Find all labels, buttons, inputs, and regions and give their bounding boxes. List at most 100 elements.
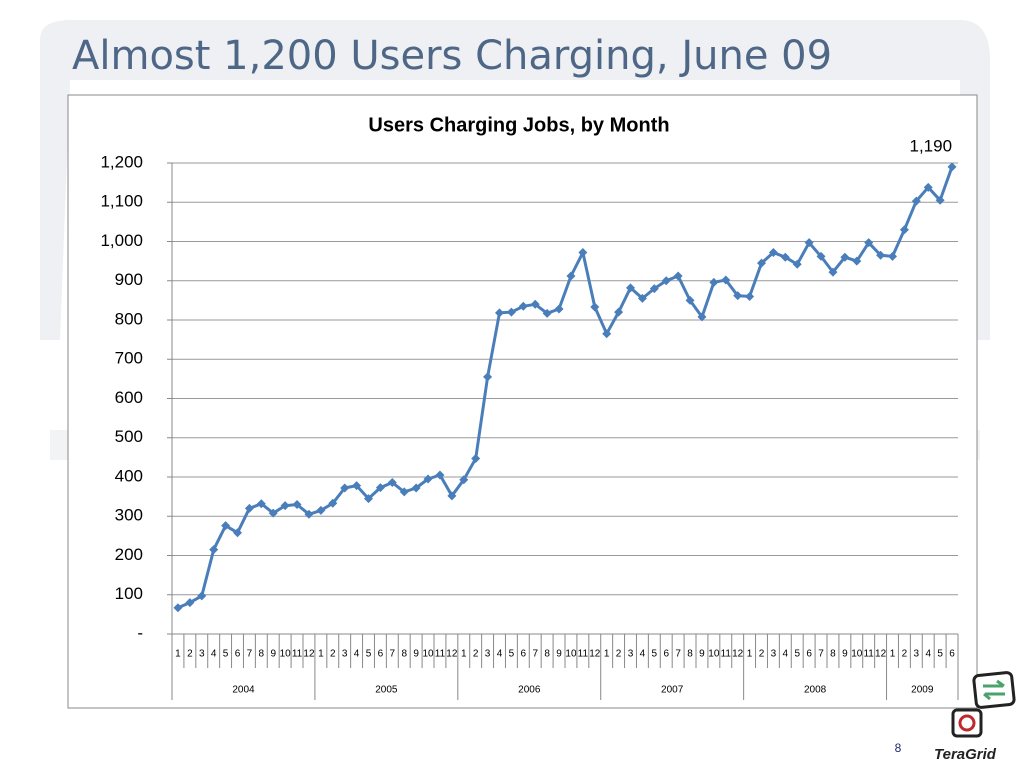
data-point	[637, 293, 647, 303]
data-point	[852, 256, 862, 266]
x-tick-label: 10	[565, 649, 577, 660]
x-tick-label: 7	[532, 649, 538, 660]
data-point	[304, 509, 314, 519]
data-point	[411, 483, 421, 493]
x-tick-label: 6	[806, 649, 812, 660]
data-point	[709, 277, 719, 287]
data-point	[733, 291, 743, 301]
watermark	[40, 20, 990, 340]
data-point	[328, 498, 338, 508]
x-tick-label: 2	[902, 649, 908, 660]
data-point	[268, 508, 278, 518]
x-group-label: 2005	[375, 685, 398, 696]
y-tick-label: 700	[115, 349, 143, 368]
data-point	[923, 182, 933, 192]
page-number: 8	[895, 741, 902, 755]
data-point	[280, 501, 290, 511]
data-point	[221, 521, 231, 531]
x-tick-label: 9	[413, 649, 419, 660]
x-tick-label: 7	[818, 649, 824, 660]
x-tick-label: 3	[199, 649, 205, 660]
x-tick-label: 4	[354, 649, 360, 660]
x-tick-label: 9	[556, 649, 562, 660]
plot-area: - 100 200 300 400 500 600 700 800 900 1,000 1,100 1,…	[100, 136, 959, 700]
x-tick-label: 1	[318, 649, 324, 660]
x-tick-label: 8	[259, 649, 265, 660]
data-point	[792, 259, 802, 269]
data-point	[459, 475, 469, 485]
x-tick-label: 6	[663, 649, 669, 660]
data-point	[816, 251, 826, 261]
x-tick-label: 1	[604, 649, 610, 660]
data-point	[804, 238, 814, 248]
x-tick-label: 5	[509, 649, 515, 660]
x-tick-label: 4	[497, 649, 503, 660]
data-point	[685, 295, 695, 305]
data-point	[399, 487, 409, 497]
x-tick-label: 7	[675, 649, 681, 660]
x-tick-label: 12	[875, 649, 887, 660]
data-point	[768, 247, 778, 257]
x-tick-label: 10	[422, 649, 434, 660]
data-point	[447, 491, 457, 501]
data-point	[876, 250, 886, 260]
data-point	[614, 307, 624, 317]
x-tick-label: 2	[616, 649, 622, 660]
y-tick-label: 1,000	[100, 231, 143, 250]
x-group-label: 2004	[232, 685, 255, 696]
data-point	[173, 603, 183, 613]
x-tick-label: 10	[851, 649, 863, 660]
x-tick-label: 4	[783, 649, 789, 660]
data-point	[530, 299, 540, 309]
x-tick-label: 11	[721, 649, 732, 660]
x-tick-label: 6	[378, 649, 384, 660]
x-tick-label: 8	[687, 649, 693, 660]
data-point	[661, 276, 671, 286]
x-tick-label: 1	[890, 649, 896, 660]
chart-title: Users Charging Jobs, by Month	[368, 114, 669, 136]
data-point	[935, 195, 945, 205]
data-point	[483, 372, 493, 382]
x-tick-label: 6	[949, 649, 955, 660]
data-point	[590, 302, 600, 312]
data-point	[423, 474, 433, 484]
x-tick-label: 5	[366, 649, 372, 660]
data-point	[364, 494, 373, 504]
x-tick-label: 3	[485, 649, 491, 660]
x-tick-label: 1	[175, 649, 181, 660]
x-tick-label: 5	[937, 649, 943, 660]
x-tick-label: 3	[342, 649, 348, 660]
data-point	[209, 545, 219, 555]
data-point	[566, 271, 576, 281]
data-point	[697, 312, 707, 322]
x-tick-label: 7	[390, 649, 396, 660]
y-tick-label: 200	[115, 545, 143, 564]
y-tick-label: 600	[115, 388, 143, 407]
x-tick-label: 12	[732, 649, 744, 660]
data-point	[435, 470, 445, 480]
x-tick-label: 12	[303, 649, 315, 660]
data-point	[911, 196, 921, 206]
x-group-label: 2008	[804, 685, 827, 696]
x-tick-label: 7	[247, 649, 253, 660]
data-point	[649, 284, 659, 294]
x-tick-label: 11	[292, 649, 303, 660]
data-point	[745, 291, 755, 301]
data-point	[780, 252, 790, 262]
x-tick-label: 11	[863, 649, 874, 660]
x-tick-label: 5	[223, 649, 229, 660]
data-point	[495, 308, 504, 318]
y-tick-label: 900	[115, 270, 143, 289]
y-tick-label: 800	[115, 309, 143, 328]
data-point	[471, 454, 481, 464]
y-tick-label: 400	[115, 466, 143, 485]
x-tick-label: 12	[446, 649, 458, 660]
x-tick-label: 2	[759, 649, 765, 660]
x-tick-label: 4	[640, 649, 646, 660]
x-tick-label: 6	[521, 649, 527, 660]
data-point	[518, 301, 528, 311]
x-tick-label: 1	[747, 649, 753, 660]
data-point	[947, 162, 957, 172]
x-tick-label: 11	[578, 649, 589, 660]
